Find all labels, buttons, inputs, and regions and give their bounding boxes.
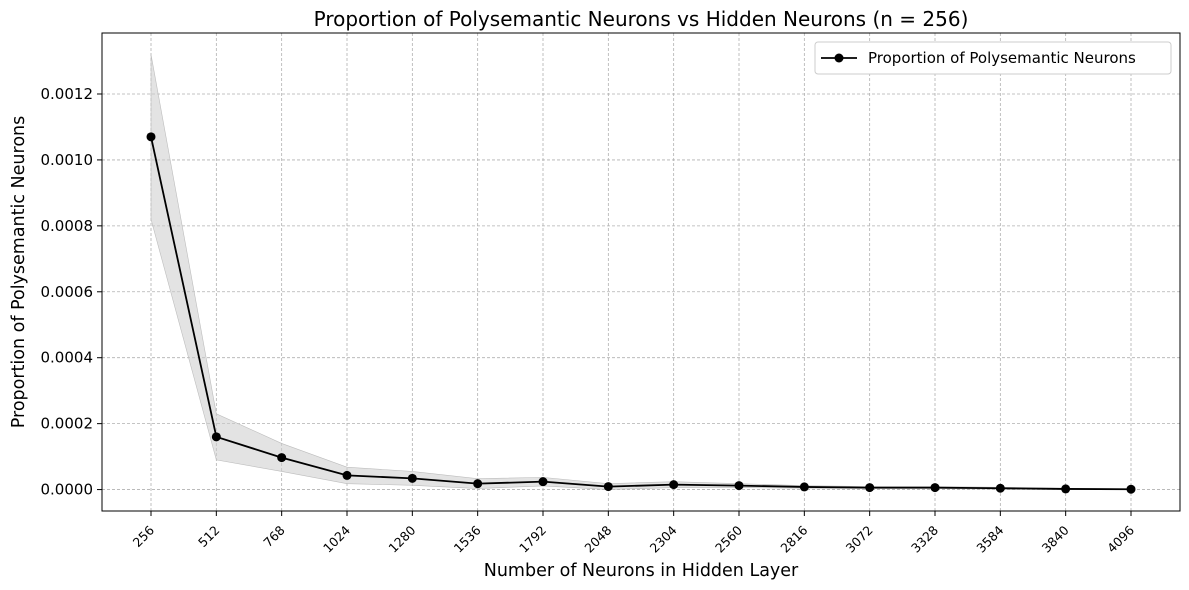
legend-marker [834,53,844,63]
x-tick-label: 2048 [581,522,614,555]
data-point [1061,484,1071,494]
x-tick-label: 512 [195,523,222,550]
x-tick-label: 3328 [908,522,941,555]
legend-box [814,41,1172,75]
confidence-band [150,54,1132,490]
y-tick-label: 0.0008 [41,217,94,235]
x-tick-label: 1792 [516,523,549,556]
series-line [150,136,1132,491]
data-point [211,432,221,442]
plot-frame [101,32,1181,512]
x-tick-label: 256 [130,522,158,550]
series-markers [146,132,1136,494]
data-point [603,482,613,492]
data-point [669,480,679,490]
data-point [799,482,809,492]
y-axis: 0.0000 0.0002 0.0004 0.0006 0.0008 0.0010 0.00… [41,85,102,499]
x-tick-label: 3584 [973,522,1006,555]
x-axis-label: Number of Neurons in Hidden Layer [484,561,799,581]
data-point [277,453,287,463]
data-point [473,479,483,489]
data-point [342,470,352,480]
x-tick-label: 3072 [843,523,876,556]
x-tick-label: 2560 [712,522,745,555]
x-tick-label: 768 [260,522,288,550]
x-tick-label: 2816 [777,522,810,555]
data-point [1126,484,1136,494]
legend-label: Proportion of Polysemantic Neurons [868,49,1136,67]
legend: Proportion of Polysemantic Neurons [814,41,1172,75]
data-point [146,132,156,142]
data-point [930,483,940,493]
y-tick-label: 0.0006 [41,283,94,301]
data-point [865,483,875,493]
y-axis-label: Proportion of Polysemantic Neurons [9,116,29,428]
data-point [407,473,417,483]
data-point [995,483,1005,493]
y-tick-label: 0.0012 [41,85,94,103]
x-tick-label: 1024 [320,522,353,555]
data-point [734,481,744,491]
x-tick-label: 4096 [1104,522,1137,555]
data-point [538,477,548,487]
x-axis: 256 512 768 1024 1280 1536 1792 2048 2304 2560 281… [130,511,1137,556]
x-tick-label: 1536 [451,522,484,555]
x-tick-label: 3840 [1039,522,1072,555]
y-tick-label: 0.0010 [41,151,94,169]
y-tick-label: 0.0000 [41,481,94,499]
x-tick-label: 1280 [385,522,418,555]
x-tick-label: 2304 [647,522,680,555]
chart-title: Proportion of Polysemantic Neurons vs Hi… [314,7,969,31]
y-tick-label: 0.0002 [41,415,94,433]
y-tick-label: 0.0004 [41,349,94,367]
